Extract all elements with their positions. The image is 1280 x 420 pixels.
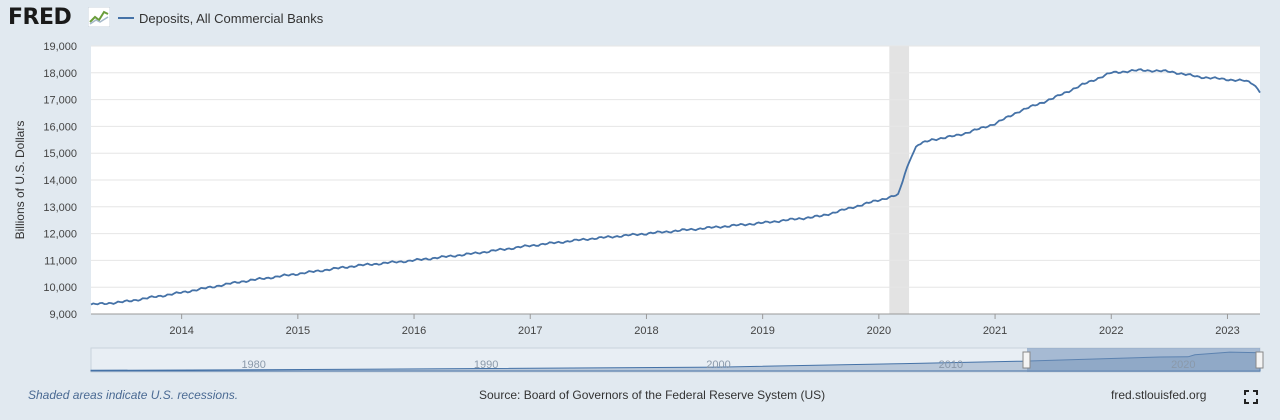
y-tick-label: 18,000: [43, 68, 77, 80]
navigator-year-label: 1980: [241, 359, 265, 371]
y-tick-label: 17,000: [43, 95, 77, 107]
x-tick-label: 2017: [518, 325, 542, 337]
y-tick-label: 15,000: [43, 148, 77, 160]
source-note: Source: Board of Governors of the Federa…: [479, 388, 826, 402]
y-tick-label: 10,000: [43, 282, 77, 294]
line-chart: 9,000 10,000 11,000 12,000 13,000 14,000 15,00…: [13, 41, 1264, 373]
navigator-right-handle[interactable]: [1255, 351, 1264, 369]
x-tick-label: 2016: [402, 325, 426, 337]
legend-series-label[interactable]: Deposits, All Commercial Banks: [139, 10, 324, 26]
chart-legend: Deposits, All Commercial Banks: [118, 10, 323, 26]
navigator-year-label: 2000: [706, 359, 730, 371]
x-tick-label: 2018: [634, 325, 658, 337]
x-tick-label: 2022: [1099, 325, 1123, 337]
fred-graph-icon: [88, 7, 110, 27]
navigator-selection[interactable]: [1027, 348, 1260, 372]
navigator-year-label: 2020: [1171, 359, 1195, 371]
x-tick-label: 2015: [286, 325, 310, 337]
range-navigator[interactable]: 1980 1990 2000 2010 2020: [90, 347, 1264, 373]
y-tick-label: 11,000: [44, 255, 77, 267]
fullscreen-icon[interactable]: [1244, 390, 1258, 404]
navigator-year-label: 1990: [474, 359, 498, 371]
site-link[interactable]: fred.stlouisfed.org: [1111, 388, 1207, 402]
series-line: [90, 68, 1261, 306]
y-tick-label: 14,000: [43, 175, 77, 187]
recession-note: Shaded areas indicate U.S. recessions.: [28, 388, 239, 402]
x-tick-label: 2021: [983, 325, 1007, 337]
navigator-year-label: 2010: [939, 359, 963, 371]
x-tick-label: 2019: [750, 325, 774, 337]
fred-logo[interactable]: FRED: [8, 5, 72, 30]
y-tick-label: 16,000: [43, 121, 77, 133]
x-tick-label: 2023: [1215, 325, 1239, 337]
x-tick-label: 2020: [867, 325, 891, 337]
y-tick-label: 9,000: [49, 309, 77, 321]
navigator-left-handle[interactable]: [1022, 351, 1031, 369]
legend-swatch: [118, 17, 134, 19]
y-tick-label: 19,000: [43, 41, 77, 53]
y-axis-label: Billions of U.S. Dollars: [13, 121, 27, 240]
y-tick-label: 13,000: [43, 202, 77, 214]
y-tick-label: 12,000: [43, 229, 77, 241]
x-tick-label: 2014: [169, 325, 193, 337]
